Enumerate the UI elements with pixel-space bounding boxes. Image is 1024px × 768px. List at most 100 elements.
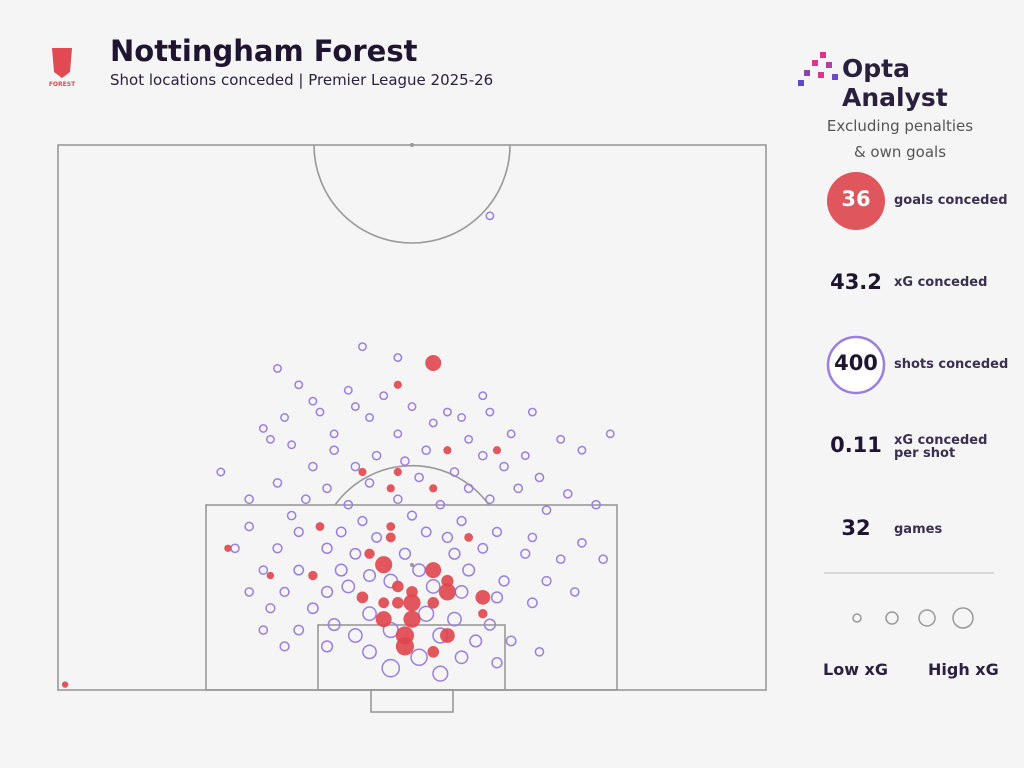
shot bbox=[485, 211, 495, 221]
goal-shot bbox=[224, 544, 232, 552]
shot bbox=[362, 606, 377, 622]
shots bbox=[61, 211, 615, 688]
shot bbox=[477, 450, 488, 461]
shot bbox=[513, 483, 524, 494]
title: Nottingham Forest bbox=[110, 34, 418, 68]
stat-value: 0.11 bbox=[830, 433, 882, 457]
goal-shot bbox=[395, 637, 415, 656]
shot bbox=[265, 434, 275, 444]
shot bbox=[534, 472, 545, 483]
goal-shot bbox=[358, 467, 367, 477]
shot bbox=[393, 494, 403, 505]
shot bbox=[562, 488, 573, 499]
shot bbox=[425, 579, 441, 594]
shot bbox=[541, 575, 552, 587]
shot bbox=[320, 585, 334, 599]
shot bbox=[279, 586, 290, 598]
shot bbox=[520, 451, 530, 461]
shot bbox=[448, 547, 461, 560]
shot bbox=[371, 450, 382, 461]
goal-shot bbox=[464, 533, 474, 542]
shot bbox=[412, 563, 426, 578]
shot bbox=[477, 542, 489, 554]
shot bbox=[293, 624, 305, 636]
shot bbox=[462, 563, 476, 577]
shot bbox=[499, 461, 509, 472]
shot bbox=[320, 640, 334, 653]
shot bbox=[322, 483, 332, 494]
shot bbox=[435, 499, 446, 510]
goal-shot bbox=[375, 611, 392, 628]
shot bbox=[456, 515, 467, 527]
goal-shot bbox=[386, 484, 395, 493]
shot bbox=[381, 658, 401, 678]
shot bbox=[272, 543, 283, 554]
shot bbox=[420, 526, 432, 538]
shot bbox=[258, 423, 268, 433]
shot bbox=[527, 407, 537, 417]
shot bbox=[357, 342, 367, 352]
shot bbox=[483, 618, 497, 631]
goal-shot bbox=[427, 597, 440, 609]
shot bbox=[498, 575, 510, 587]
shot bbox=[454, 584, 469, 599]
shot bbox=[398, 547, 412, 560]
shot bbox=[364, 478, 375, 488]
shot bbox=[520, 548, 531, 559]
shot bbox=[441, 531, 454, 544]
shot bbox=[469, 634, 483, 648]
shot bbox=[216, 467, 226, 477]
shot bbox=[334, 563, 348, 577]
shot bbox=[343, 385, 353, 395]
shot bbox=[306, 602, 319, 615]
shot bbox=[490, 591, 504, 604]
stat-value: 400 bbox=[834, 351, 878, 375]
shot bbox=[485, 407, 495, 417]
shot bbox=[357, 515, 368, 527]
goal-shot bbox=[266, 571, 275, 580]
shot bbox=[244, 587, 254, 597]
shot bbox=[428, 418, 438, 428]
shot bbox=[308, 396, 318, 406]
goal-shot bbox=[375, 556, 393, 574]
goal-shot bbox=[403, 594, 421, 612]
shot bbox=[272, 478, 283, 488]
shot bbox=[591, 499, 601, 510]
note: & own goals bbox=[853, 143, 947, 161]
shot bbox=[329, 429, 339, 439]
shot bbox=[273, 364, 282, 373]
legend-label: Low xG bbox=[823, 660, 888, 679]
shot bbox=[230, 543, 240, 554]
stat-label: xG conceded per shot bbox=[894, 433, 988, 461]
stat-value: 32 bbox=[841, 516, 871, 540]
shots-badge bbox=[826, 335, 886, 395]
shot bbox=[505, 635, 517, 647]
goal-shot bbox=[425, 562, 442, 579]
shot bbox=[605, 429, 615, 439]
goal-shot bbox=[378, 597, 390, 609]
goal-shot bbox=[425, 355, 442, 371]
shot bbox=[335, 526, 347, 538]
goal-shot bbox=[364, 548, 375, 559]
stat-label: xG conceded bbox=[894, 275, 988, 290]
shot bbox=[341, 579, 356, 594]
shot bbox=[485, 494, 495, 505]
shot bbox=[598, 554, 608, 565]
shot bbox=[379, 391, 389, 401]
shot bbox=[258, 625, 269, 635]
crest: FOREST bbox=[49, 48, 76, 88]
shot bbox=[287, 440, 297, 450]
goal-shot bbox=[315, 522, 325, 531]
goal-shot bbox=[393, 380, 402, 389]
shot bbox=[541, 505, 552, 515]
goal-shot bbox=[475, 589, 491, 605]
shot bbox=[279, 641, 290, 652]
shot bbox=[393, 353, 403, 362]
shot bbox=[447, 611, 462, 627]
shot bbox=[491, 526, 503, 538]
shot bbox=[349, 547, 362, 560]
goal-shot bbox=[393, 467, 402, 477]
shot bbox=[294, 380, 304, 390]
